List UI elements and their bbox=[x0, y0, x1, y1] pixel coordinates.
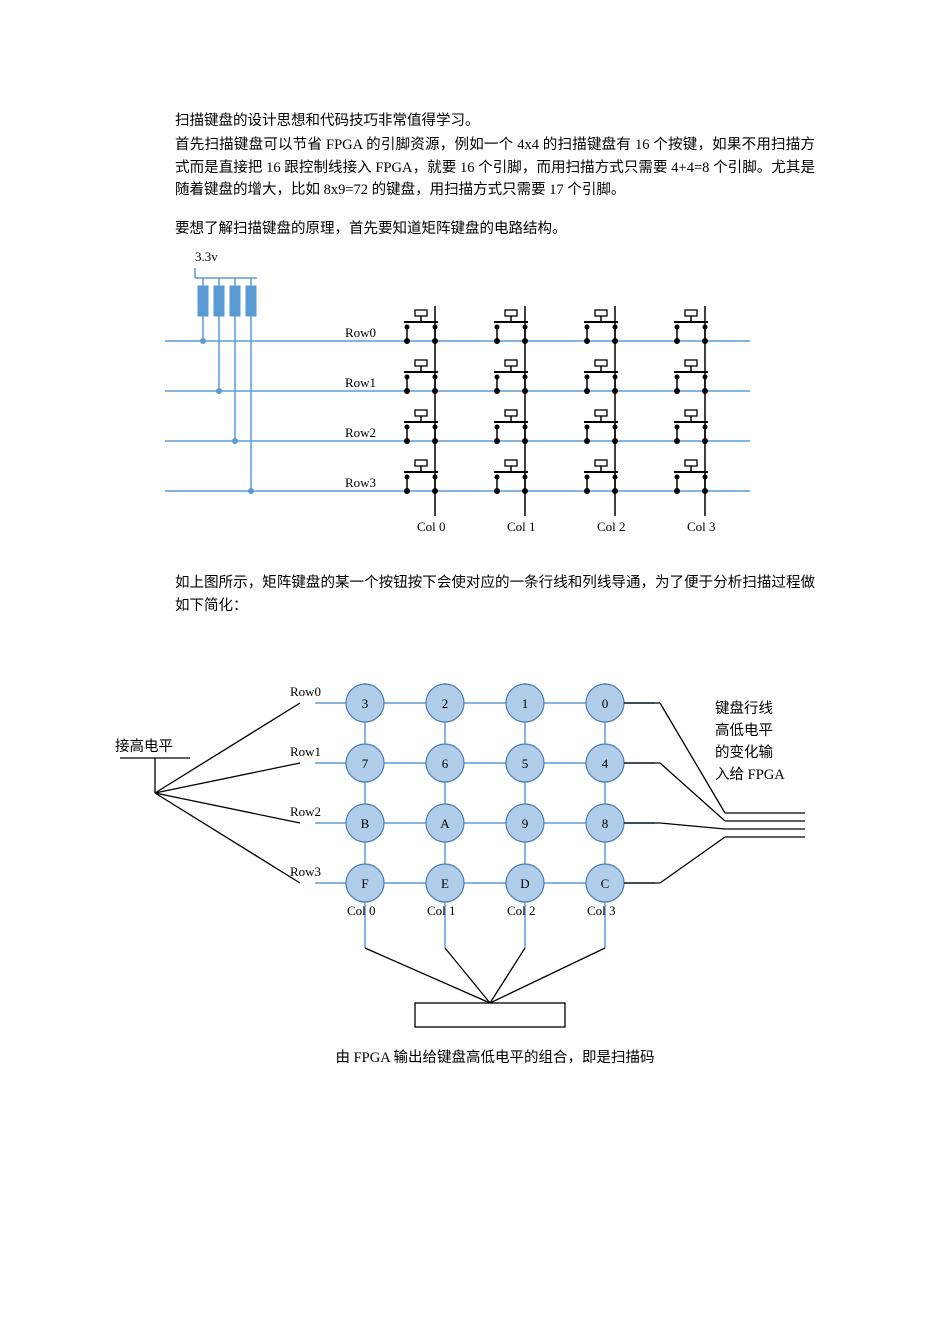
svg-text:接高电平: 接高电平 bbox=[115, 738, 173, 755]
svg-text:5: 5 bbox=[522, 756, 529, 771]
svg-text:入给 FPGA: 入给 FPGA bbox=[715, 766, 785, 783]
svg-text:3.3v: 3.3v bbox=[195, 249, 218, 264]
svg-text:Col 1: Col 1 bbox=[507, 519, 536, 534]
svg-text:F: F bbox=[361, 876, 368, 891]
svg-text:高低电平: 高低电平 bbox=[715, 722, 773, 739]
svg-text:Col 2: Col 2 bbox=[597, 519, 626, 534]
svg-text:Row3: Row3 bbox=[345, 475, 376, 490]
svg-text:Row2: Row2 bbox=[290, 804, 321, 819]
paragraph-2: 首先扫描键盘可以节省 FPGA 的引脚资源，例如一个 4x4 的扫描键盘有 16… bbox=[175, 134, 815, 201]
svg-text:4: 4 bbox=[602, 756, 609, 771]
paragraph-1: 扫描键盘的设计思想和代码技巧非常值得学习。 bbox=[175, 110, 815, 132]
svg-text:B: B bbox=[361, 816, 370, 831]
svg-text:A: A bbox=[440, 816, 450, 831]
svg-text:Row2: Row2 bbox=[345, 425, 376, 440]
svg-text:D: D bbox=[520, 876, 529, 891]
svg-text:3: 3 bbox=[362, 696, 369, 711]
svg-text:Row3: Row3 bbox=[290, 864, 321, 879]
svg-text:Row1: Row1 bbox=[345, 375, 376, 390]
diagram2-caption: 由 FPGA 输出给键盘高低电平的组合，即是扫描码 bbox=[175, 1047, 815, 1069]
svg-text:Col 3: Col 3 bbox=[687, 519, 716, 534]
svg-text:Row1: Row1 bbox=[290, 744, 321, 759]
svg-text:7: 7 bbox=[362, 756, 369, 771]
svg-text:Col 1: Col 1 bbox=[427, 903, 456, 918]
svg-text:Col 0: Col 0 bbox=[347, 903, 376, 918]
svg-text:Row0: Row0 bbox=[345, 325, 376, 340]
svg-text:E: E bbox=[441, 876, 449, 891]
svg-text:Col 3: Col 3 bbox=[587, 903, 616, 918]
svg-text:0: 0 bbox=[602, 696, 609, 711]
diagram-matrix-keyboard: 3.3v Row0 Row1 Row2 Row3 Col 0 Col 1 Col 2 Col 3 bbox=[145, 246, 815, 546]
svg-text:的变化输: 的变化输 bbox=[715, 744, 773, 761]
svg-text:C: C bbox=[601, 876, 610, 891]
paragraph-4: 如上图所示，矩阵键盘的某一个按钮按下会使对应的一条行线和列线导通，为了便于分析扫… bbox=[175, 572, 815, 617]
svg-text:6: 6 bbox=[442, 756, 449, 771]
svg-text:Row0: Row0 bbox=[290, 684, 321, 699]
svg-text:9: 9 bbox=[522, 816, 529, 831]
svg-text:键盘行线: 键盘行线 bbox=[715, 699, 773, 717]
svg-text:1: 1 bbox=[522, 696, 529, 711]
svg-text:Col 2: Col 2 bbox=[507, 903, 536, 918]
svg-text:2: 2 bbox=[442, 696, 449, 711]
paragraph-3: 要想了解扫描键盘的原理，首先要知道矩阵键盘的电路结构。 bbox=[175, 218, 815, 240]
svg-text:Col 0: Col 0 bbox=[417, 519, 446, 534]
svg-text:8: 8 bbox=[602, 816, 609, 831]
diagram-simplified-scan: 接高电平 Row0 Row1 Row2 Row3 Col 0 Col 1 Col 2 Col 3… bbox=[115, 643, 815, 1043]
page: 扫描键盘的设计思想和代码技巧非常值得学习。 首先扫描键盘可以节省 FPGA 的引… bbox=[0, 0, 945, 1337]
